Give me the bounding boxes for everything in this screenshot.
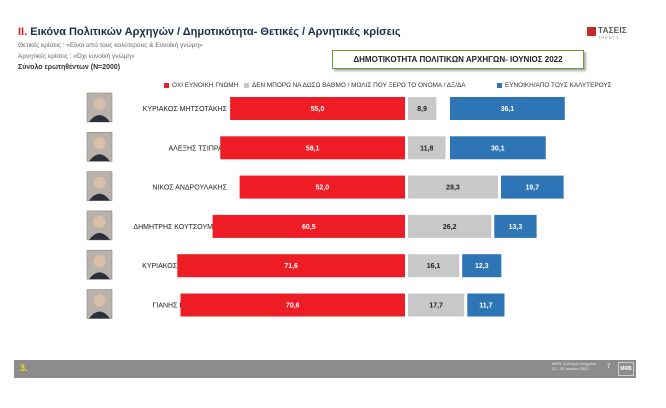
bar-label-neutral: 8,9 — [417, 106, 427, 113]
bar-positive — [494, 214, 537, 238]
stacked-bar-chart: ΚΥΡΙΑΚΟΣ ΜΗΤΣΟΤΑΚΗΣ 55,0 8,9 36,1 ΑΛΕΞΗΣ ΤΣΙ… — [86, 92, 565, 319]
bar-neutral — [408, 136, 446, 160]
sample-note: Σύνολο ερωτηθέντων (Ν=2000) — [18, 64, 121, 71]
bar-neutral — [408, 214, 492, 238]
bar-label-negative: 71,6 — [284, 263, 298, 270]
logo-square-icon — [587, 27, 596, 36]
legend-item-positive: ΕΥΝΟΙΚΗ/ΑΠΟ ΤΟΥΣ ΚΑΛΥΤΕΡΟΥΣ — [497, 82, 612, 89]
category-label: ΔΗΜΗΤΡΗΣ ΚΟΥΤΣΟΥΜΠΑΣ — [133, 224, 227, 231]
footer-source: MRB: Συλλογή στοιχείων 21 - 30 Ιουνίου 2… — [552, 361, 596, 371]
bar-positive — [450, 97, 565, 120]
category-label: ΑΛΕΞΗΣ ΤΣΙΠΡΑΣ — [168, 145, 227, 152]
bar-label-positive: 13,3 — [509, 224, 523, 231]
legend-swatch-positive — [497, 83, 502, 88]
brand-logo: ΤΑΣΕΙΣ ΤΡΕΝΤΣ — [587, 26, 635, 40]
bar-label-negative: 52,0 — [316, 185, 330, 192]
leader-photo-suit — [89, 154, 110, 162]
legend-item-negative: ΟΧΙ ΕΥΝΟΙΚΗ ΓΝΩΜΗ — [164, 82, 238, 89]
leader-photo-suit — [89, 232, 110, 240]
legend-label-negative: ΟΧΙ ΕΥΝΟΙΚΗ ΓΝΩΜΗ — [172, 82, 239, 89]
leader-photo-suit — [89, 193, 110, 201]
bar-positive — [450, 136, 546, 160]
positive-note: Θετικές κρίσεις : «Είναι από τους καλύτε… — [18, 42, 203, 49]
bar-neutral — [408, 97, 437, 120]
leader-photo-face — [93, 255, 106, 268]
bar-label-positive: 36,1 — [501, 106, 515, 113]
bar-negative — [177, 254, 405, 278]
leader-photo-suit — [89, 272, 110, 280]
bar-neutral — [408, 293, 465, 317]
bar-label-neutral: 28,3 — [446, 185, 460, 192]
slide-number: 3. — [20, 363, 28, 373]
section-title: Εικόνα Πολιτικών Αρχηγών / Δημοτικότητα-… — [27, 26, 401, 38]
bar-label-neutral: 11,8 — [420, 145, 433, 152]
leader-photo-face — [93, 137, 106, 150]
bar-label-positive: 30,1 — [491, 145, 505, 152]
bar-label-positive: 19,7 — [526, 185, 540, 192]
bar-negative — [180, 293, 405, 317]
bar-label-positive: 12,3 — [475, 263, 489, 270]
bar-positive — [467, 293, 505, 317]
bar-neutral — [408, 175, 498, 199]
leader-photo-face — [93, 294, 106, 307]
bar-label-negative: 70,6 — [286, 303, 300, 310]
bar-label-neutral: 16,1 — [427, 263, 441, 270]
page-title: ΙΙ. Εικόνα Πολιτικών Αρχηγών / Δημοτικότ… — [18, 26, 401, 38]
bar-neutral — [408, 254, 460, 278]
bar-negative — [220, 136, 405, 160]
bar-positive — [500, 175, 564, 199]
bar-label-negative: 58,1 — [306, 145, 320, 152]
bar-negative — [239, 175, 405, 199]
chart-title: ΔΗΜΟΤΙΚΟΤΗΤΑ ΠΟΛΙΤΙΚΩΝ ΑΡΧΗΓΩΝ- ΙΟΥΝΙΟΣ … — [332, 50, 584, 69]
legend-label-neutral: ΔΕΝ ΜΠΟΡΩ ΝΑ ΔΩΣΩ ΒΑΘΜΟ / ΜΟΛΙΣ ΠΟΥ ΞΕΡΩ… — [252, 82, 466, 89]
bar-label-neutral: 26,2 — [443, 224, 457, 231]
leader-photo-face — [93, 215, 106, 228]
legend-swatch-neutral — [244, 83, 249, 88]
bar-label-positive: 11,7 — [479, 303, 492, 310]
footer-bar — [14, 360, 636, 378]
footer-source-line-2: 21 - 30 Ιουνίου 2022 — [552, 366, 589, 371]
legend-swatch-negative — [164, 83, 169, 88]
legend-item-neutral: ΔΕΝ ΜΠΟΡΩ ΝΑ ΔΩΣΩ ΒΑΘΜΟ / ΜΟΛΙΣ ΠΟΥ ΞΕΡΩ… — [244, 82, 466, 89]
leader-photo-suit — [89, 311, 110, 319]
negative-note: Αρνητικές κρίσεις : «Όχι ευνοϊκή γνώμη» — [18, 53, 135, 60]
category-label: ΚΥΡΙΑΚΟΣ ΜΗΤΣΟΤΑΚΗΣ — [143, 106, 228, 113]
category-label: ΝΙΚΟΣ ΑΝΔΡΟΥΛΑΚΗΣ — [152, 185, 227, 192]
leader-photo-face — [93, 176, 106, 189]
section-number: ΙΙ. — [18, 26, 28, 38]
footer-logo: MRB — [618, 362, 634, 376]
bar-label-negative: 60,5 — [302, 224, 316, 231]
legend-label-positive: ΕΥΝΟΙΚΗ/ΑΠΟ ΤΟΥΣ ΚΑΛΥΤΕΡΟΥΣ — [505, 82, 612, 89]
bar-label-negative: 55,0 — [311, 106, 325, 113]
footer-source-line-1: MRB: Συλλογή στοιχείων — [552, 361, 597, 366]
bar-label-neutral: 17,7 — [429, 303, 443, 310]
bar-negative — [230, 97, 405, 120]
logo-text: ΤΑΣΕΙΣ — [598, 26, 628, 35]
logo-subtext: ΤΡΕΝΤΣ — [598, 35, 620, 40]
leader-photo-suit — [89, 115, 110, 122]
leader-photo-face — [93, 98, 106, 110]
bar-negative — [212, 214, 405, 238]
bar-positive — [462, 254, 502, 278]
page-number: 7 — [607, 364, 611, 370]
